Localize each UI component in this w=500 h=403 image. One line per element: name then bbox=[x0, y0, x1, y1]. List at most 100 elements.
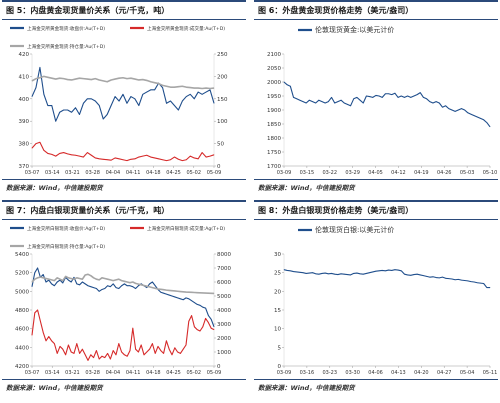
data-point bbox=[178, 109, 179, 111]
data-point bbox=[75, 107, 76, 109]
y-tick-label: 5000 bbox=[15, 289, 29, 295]
data-point bbox=[152, 281, 153, 283]
data-point bbox=[140, 284, 142, 286]
x-tick-label: 05-04 bbox=[460, 370, 475, 376]
data-point bbox=[149, 283, 150, 285]
series-group bbox=[31, 267, 215, 328]
data-point bbox=[168, 294, 170, 296]
data-point bbox=[59, 278, 61, 280]
data-point bbox=[87, 273, 89, 275]
y-right-tick-label: 250 bbox=[217, 52, 228, 58]
data-point bbox=[112, 350, 114, 351]
y-tick-label: 2050 bbox=[267, 66, 281, 72]
y-right-tick-label: 2000 bbox=[217, 336, 231, 342]
data-point bbox=[201, 152, 203, 153]
data-point bbox=[177, 297, 178, 299]
y-tick-label: 1750 bbox=[267, 150, 281, 156]
data-point bbox=[213, 87, 215, 89]
y-tick-label: 1800 bbox=[267, 136, 281, 142]
y-right-tick-label: 8000 bbox=[217, 252, 231, 258]
data-point bbox=[154, 89, 155, 91]
data-point bbox=[347, 104, 348, 105]
x-tick-label: 04-25 bbox=[166, 170, 181, 176]
data-point bbox=[426, 98, 427, 100]
data-point bbox=[296, 271, 298, 273]
data-point bbox=[185, 96, 187, 97]
data-point bbox=[196, 304, 198, 305]
data-point bbox=[163, 289, 164, 291]
data-point bbox=[90, 286, 92, 288]
data-point bbox=[154, 285, 156, 287]
x-tick-label: 04-20 bbox=[414, 370, 429, 376]
data-point bbox=[366, 273, 367, 274]
data-point bbox=[47, 76, 49, 78]
y-tick-label: 410 bbox=[19, 74, 30, 80]
series-line bbox=[31, 267, 215, 327]
y-right-tick-label: 0 bbox=[217, 164, 221, 170]
data-point bbox=[208, 292, 209, 294]
data-point bbox=[457, 279, 459, 280]
data-point bbox=[143, 354, 145, 356]
data-point bbox=[101, 355, 103, 357]
data-point bbox=[208, 315, 209, 316]
data-point bbox=[171, 295, 173, 297]
series-line bbox=[31, 273, 215, 295]
data-point bbox=[185, 159, 187, 161]
data-point bbox=[162, 87, 163, 88]
data-point bbox=[43, 149, 45, 151]
data-point bbox=[445, 277, 446, 279]
data-point bbox=[102, 118, 104, 120]
figure-title-text: 内盘白银现货量价关系（元/千克，吨） bbox=[30, 206, 170, 215]
data-point bbox=[62, 348, 64, 350]
data-point bbox=[213, 329, 215, 330]
y-right-tick-label: 1000 bbox=[217, 350, 231, 356]
chart-legend: 上海金交所白银现货:收盘价:Ag(T+D) 上海金交所白银现货:成交量:Ag(T+… bbox=[10, 225, 225, 250]
data-point bbox=[174, 347, 176, 349]
data-point bbox=[309, 99, 310, 101]
data-point bbox=[110, 159, 112, 161]
data-point bbox=[340, 99, 342, 101]
data-point bbox=[171, 290, 173, 292]
data-point bbox=[160, 350, 162, 351]
data-point bbox=[489, 126, 491, 128]
data-point bbox=[168, 290, 170, 291]
data-point bbox=[199, 292, 201, 294]
x-tick-label: 05-02 bbox=[187, 370, 202, 376]
data-point bbox=[51, 154, 53, 155]
data-point bbox=[381, 270, 383, 271]
data-point bbox=[79, 284, 80, 286]
data-point bbox=[312, 272, 313, 274]
figure-5-panel: 图 5：内盘黄金现货量价关系（元/千克，吨） 上海金交所黄金现货:收盘价:Au(… bbox=[2, 0, 246, 192]
data-point bbox=[174, 290, 176, 292]
data-point bbox=[102, 158, 104, 160]
data-point bbox=[194, 302, 195, 303]
data-point bbox=[96, 278, 97, 280]
data-point bbox=[369, 96, 370, 97]
data-point bbox=[451, 109, 453, 111]
y-tick-label: 15 bbox=[274, 308, 281, 314]
data-point bbox=[65, 276, 66, 277]
data-point bbox=[305, 102, 307, 104]
data-point bbox=[299, 271, 301, 273]
data-point bbox=[205, 87, 207, 89]
data-point bbox=[122, 77, 124, 79]
data-point bbox=[90, 354, 92, 356]
data-point bbox=[193, 157, 195, 159]
data-point bbox=[154, 287, 156, 289]
data-point bbox=[75, 78, 76, 80]
data-point bbox=[132, 281, 134, 283]
gold-domestic-chart: 上海金交所黄金现货:收盘价:Au(T+D) 上海金交所黄金现货:成交量:Au(T+… bbox=[10, 25, 228, 176]
data-point bbox=[197, 91, 199, 93]
data-point bbox=[286, 270, 288, 271]
data-point bbox=[70, 351, 72, 353]
data-point bbox=[362, 102, 364, 104]
data-point bbox=[166, 293, 167, 295]
data-point bbox=[328, 101, 329, 102]
data-point bbox=[353, 273, 355, 274]
data-point bbox=[93, 287, 94, 288]
data-point bbox=[160, 288, 162, 290]
x-tick-label: 04-18 bbox=[146, 170, 161, 176]
data-point bbox=[347, 274, 348, 275]
data-point bbox=[305, 273, 307, 274]
